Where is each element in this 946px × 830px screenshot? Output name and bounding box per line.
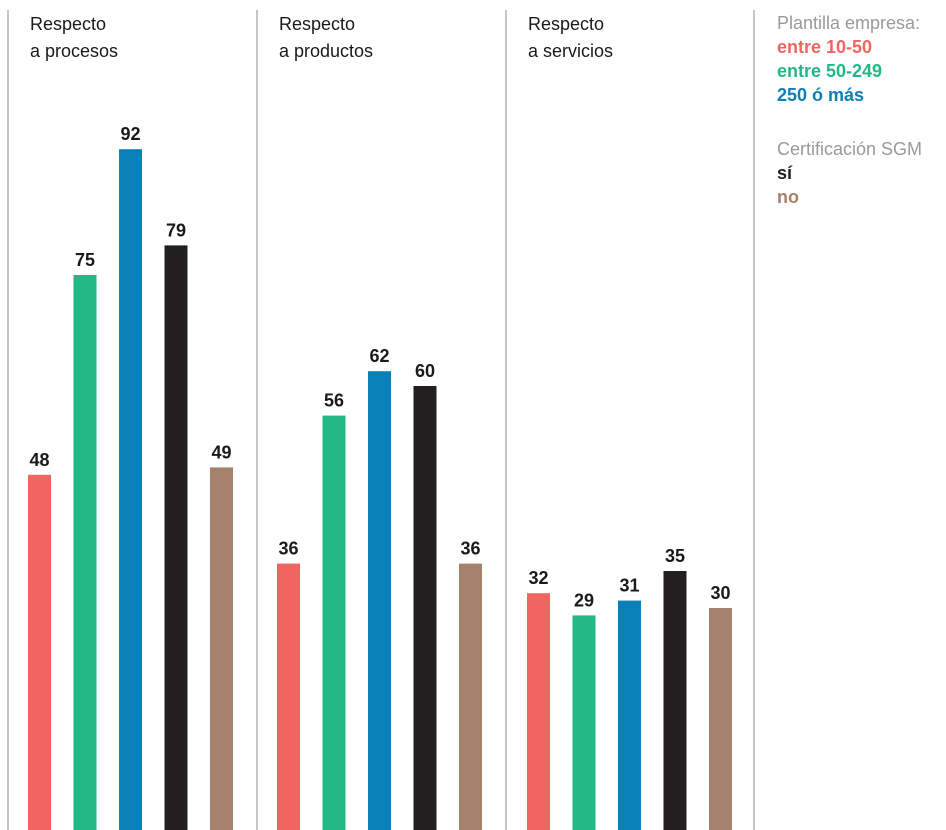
bar (119, 149, 142, 830)
bar (368, 371, 391, 830)
legend-item-250-o-mas: 250 ó más (777, 85, 865, 105)
data-label: 56 (324, 391, 344, 411)
legend-item-no: no (777, 187, 799, 207)
bar (527, 593, 550, 830)
data-label: 92 (120, 124, 140, 144)
data-label: 29 (574, 590, 594, 610)
bar (663, 571, 687, 830)
legend-item-entre-50-249: entre 50-249 (777, 61, 883, 81)
bar (164, 245, 188, 830)
panel-title-line1: Respecto (528, 14, 605, 34)
legend: Plantilla empresa: entre 10-50 entre 50-… (777, 11, 922, 209)
data-label: 30 (710, 583, 730, 603)
data-label: 79 (166, 220, 186, 240)
data-label: 60 (415, 361, 435, 381)
panel-title-procesos: Respecto a procesos (30, 11, 118, 65)
panel-title-line1: Respecto (279, 14, 356, 34)
bar (459, 563, 482, 830)
bar (618, 600, 641, 830)
data-label: 75 (75, 250, 95, 270)
panel-title-line2: a procesos (30, 41, 119, 61)
bar (73, 275, 97, 830)
bar (572, 615, 596, 830)
panel-title-line1: Respecto (30, 14, 107, 34)
data-label: 36 (278, 539, 298, 559)
data-label: 36 (460, 539, 480, 559)
bar (210, 467, 233, 830)
data-label: 48 (29, 450, 49, 470)
bar (322, 415, 346, 830)
panel-title-servicios: Respecto a servicios (528, 11, 613, 65)
data-label: 49 (211, 442, 231, 462)
bar (413, 386, 437, 830)
legend-item-si: sí (777, 163, 793, 183)
panel-title-productos: Respecto a productos (279, 11, 373, 65)
panel-title-line2: a servicios (528, 41, 614, 61)
panel-title-line2: a productos (279, 41, 374, 61)
data-label: 32 (528, 568, 548, 588)
data-label: 62 (369, 346, 389, 366)
legend-item-entre-10-50: entre 10-50 (777, 37, 873, 57)
legend-group-title-certificacion: Certificación SGM (777, 139, 923, 159)
data-label: 31 (619, 576, 639, 596)
bar (277, 563, 300, 830)
bar (28, 474, 51, 830)
data-label: 35 (665, 546, 685, 566)
bar (709, 608, 732, 830)
legend-group-title-plantilla: Plantilla empresa: (777, 13, 921, 33)
